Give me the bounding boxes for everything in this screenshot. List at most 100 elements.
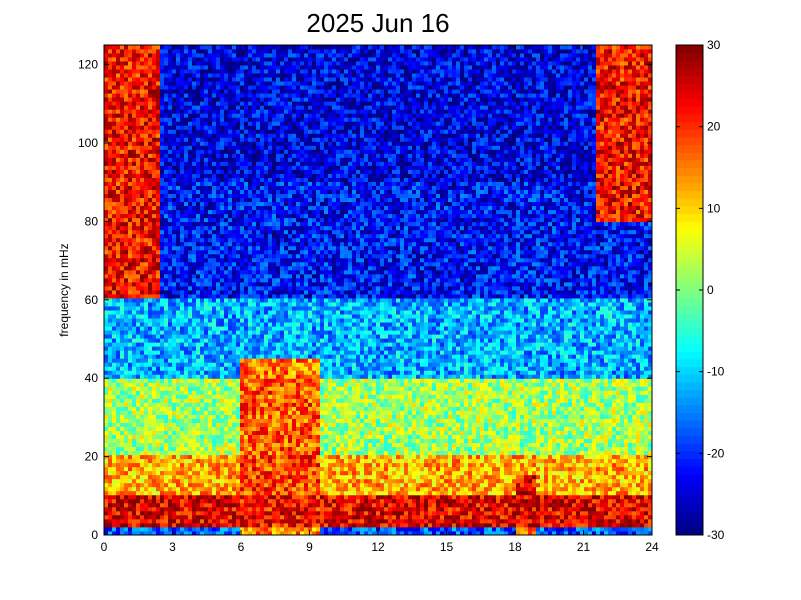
heatmap-cell xyxy=(636,490,641,496)
heatmap-cell xyxy=(392,514,397,520)
heatmap-cell xyxy=(152,462,157,468)
heatmap-cell xyxy=(136,398,141,403)
heatmap-cell xyxy=(136,462,141,468)
heatmap-cell xyxy=(628,426,633,431)
heatmap-cell xyxy=(312,482,317,488)
heatmap-cell xyxy=(216,490,221,496)
heatmap-cell xyxy=(104,386,109,391)
heatmap-cell xyxy=(316,498,321,504)
heatmap-cell xyxy=(180,410,185,415)
heatmap-cell xyxy=(416,426,421,431)
heatmap-cell xyxy=(428,418,433,423)
heatmap-cell xyxy=(188,474,193,480)
heatmap-cell xyxy=(196,458,201,464)
heatmap-cell xyxy=(148,438,153,444)
heatmap-cell xyxy=(260,446,265,452)
heatmap-cell xyxy=(488,398,493,403)
heatmap-cell xyxy=(160,506,165,512)
heatmap-cell xyxy=(232,410,237,415)
heatmap-cell xyxy=(368,502,373,508)
heatmap-cell xyxy=(384,474,389,480)
heatmap-cell xyxy=(352,394,357,399)
heatmap-cell xyxy=(140,454,145,460)
heatmap-cell xyxy=(300,490,305,496)
heatmap-cell xyxy=(336,486,341,492)
heatmap-cell xyxy=(544,426,549,431)
heatmap-cell xyxy=(548,454,553,460)
heatmap-cell xyxy=(584,442,589,448)
heatmap-cell xyxy=(440,518,445,524)
heatmap-cell xyxy=(416,514,421,520)
heatmap-cell xyxy=(568,422,573,427)
heatmap-cell xyxy=(168,442,173,448)
heatmap-cell xyxy=(588,422,593,427)
heatmap-cell xyxy=(648,526,653,532)
heatmap-cell xyxy=(644,398,649,403)
heatmap-cell xyxy=(504,470,509,476)
heatmap-cell xyxy=(120,458,125,464)
heatmap-cell xyxy=(340,398,345,403)
heatmap-cell xyxy=(240,470,245,476)
heatmap-cell xyxy=(572,402,577,407)
heatmap-cell xyxy=(168,406,173,411)
heatmap-cell xyxy=(496,410,501,415)
heatmap-cell xyxy=(392,394,397,399)
heatmap-cell xyxy=(600,478,605,484)
heatmap-cell xyxy=(548,434,553,440)
heatmap-cell xyxy=(224,410,229,415)
heatmap-cell xyxy=(500,418,505,423)
heatmap-cell xyxy=(592,462,597,468)
heatmap-cell xyxy=(228,494,233,500)
heatmap-cell xyxy=(264,506,269,512)
heatmap-cell xyxy=(412,510,417,516)
heatmap-cell xyxy=(176,410,181,415)
heatmap-cell xyxy=(104,418,109,423)
heatmap-cell xyxy=(208,446,213,452)
heatmap-cell xyxy=(600,490,605,496)
heatmap-cell xyxy=(376,430,381,435)
heatmap-cell xyxy=(136,418,141,423)
heatmap-cell xyxy=(472,434,477,440)
heatmap-cell xyxy=(388,442,393,448)
heatmap-cell xyxy=(260,442,265,448)
heatmap-cell xyxy=(272,462,277,468)
heatmap-cell xyxy=(128,422,133,427)
heatmap-cell xyxy=(228,470,233,476)
heatmap-cell xyxy=(216,390,221,395)
heatmap-cell xyxy=(140,386,145,391)
heatmap-cell xyxy=(492,478,497,484)
heatmap-cell xyxy=(276,386,281,391)
heatmap-cell xyxy=(292,494,297,500)
heatmap-cell xyxy=(564,498,569,504)
heatmap-cell xyxy=(416,406,421,411)
heatmap-cell xyxy=(640,446,645,452)
heatmap-cell xyxy=(360,418,365,423)
heatmap-cell xyxy=(440,450,445,456)
heatmap-cell xyxy=(108,438,113,444)
heatmap-cell xyxy=(620,478,625,484)
heatmap-cell xyxy=(388,410,393,415)
heatmap-cell xyxy=(192,450,197,456)
heatmap-cell xyxy=(616,478,621,484)
heatmap-cell xyxy=(444,474,449,480)
heatmap-cell xyxy=(528,450,533,456)
heatmap-cell xyxy=(468,442,473,448)
heatmap-cell xyxy=(280,442,285,448)
heatmap-cell xyxy=(472,490,477,496)
heatmap-cell xyxy=(284,426,289,431)
heatmap-cell xyxy=(496,446,501,452)
heatmap-cell xyxy=(528,418,533,423)
heatmap-cell xyxy=(648,530,653,536)
heatmap-cell xyxy=(304,394,309,399)
heatmap-cell xyxy=(648,394,653,399)
heatmap-cell xyxy=(200,494,205,500)
heatmap-cell xyxy=(256,482,261,488)
heatmap-cell xyxy=(440,394,445,399)
heatmap-cell xyxy=(628,414,633,419)
heatmap-cell xyxy=(108,486,113,492)
heatmap-cell xyxy=(548,406,553,411)
heatmap-cell xyxy=(104,414,109,419)
heatmap-cell xyxy=(536,526,541,532)
heatmap-cell xyxy=(224,442,229,448)
heatmap-cell xyxy=(336,466,341,472)
